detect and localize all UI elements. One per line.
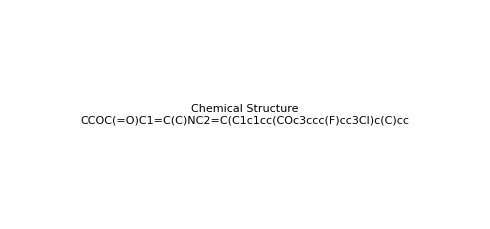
- Text: Chemical Structure
CCOC(=O)C1=C(C)NC2=C(C1c1cc(COc3ccc(F)cc3Cl)c(C)cc: Chemical Structure CCOC(=O)C1=C(C)NC2=C(…: [80, 104, 410, 125]
